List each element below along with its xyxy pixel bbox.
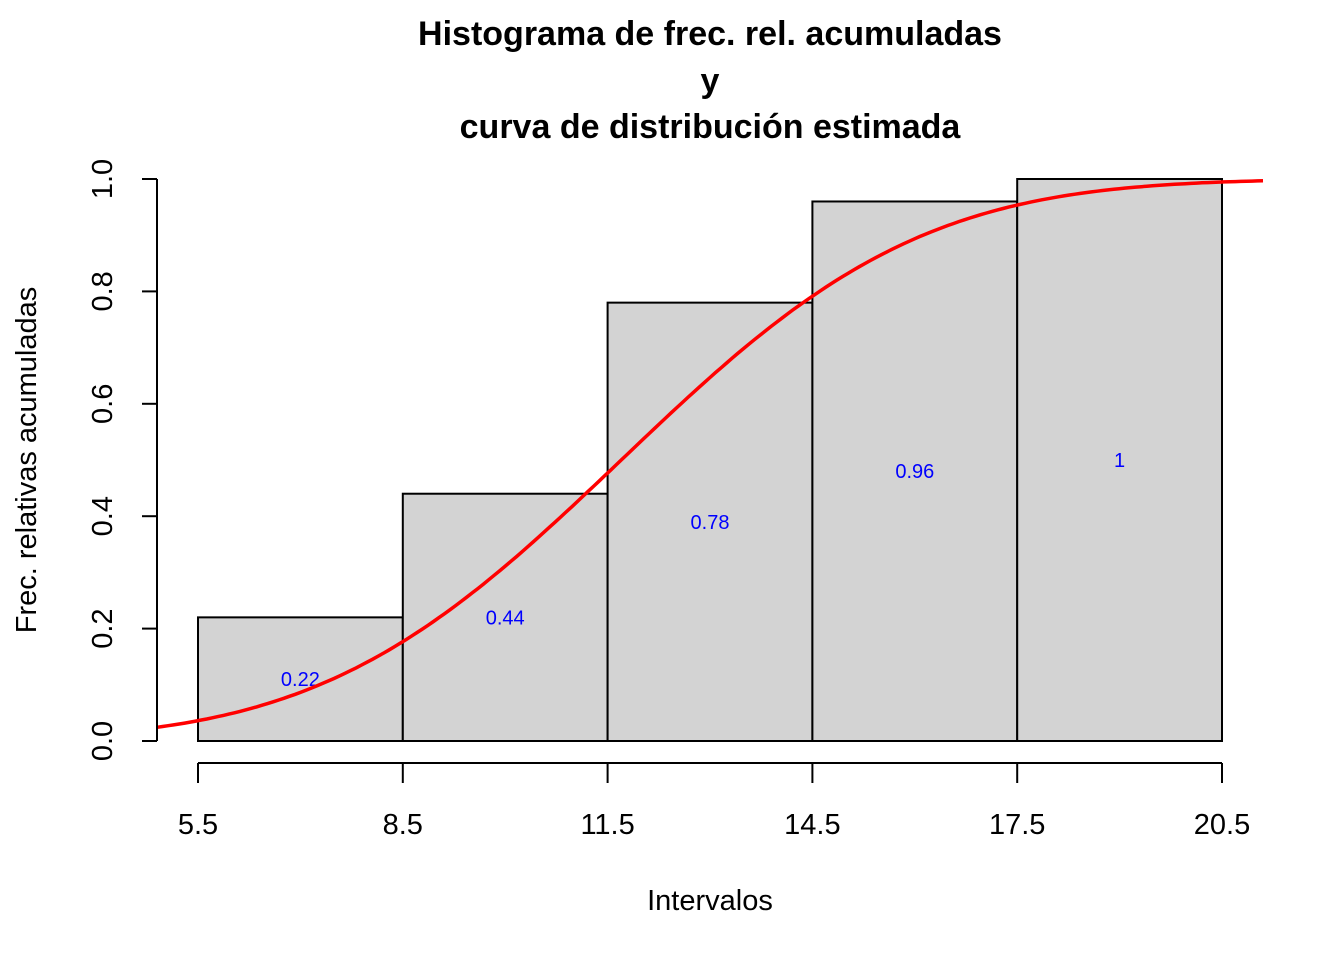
x-axis-label: Intervalos — [647, 885, 773, 917]
y-axis: 0.0 0.2 0.4 0.6 0.8 1.0 — [87, 159, 158, 761]
y-tick-label: 0.0 — [87, 721, 119, 761]
histogram-bar — [1016, 178, 1224, 742]
histogram-bars — [197, 178, 1224, 743]
x-tick-label: 17.5 — [989, 809, 1045, 841]
distribution-curve — [156, 179, 1264, 730]
chart-title-line-1: Histograma de frec. rel. acumuladas — [418, 15, 1002, 53]
y-tick-label: 0.2 — [87, 608, 119, 648]
bar-value-label: 0.78 — [691, 512, 730, 534]
x-tick-label: 20.5 — [1194, 809, 1250, 841]
chart-title-line-2: y — [700, 62, 720, 100]
bar-value-label: 0.22 — [281, 669, 320, 691]
y-tick-label: 0.4 — [87, 496, 119, 536]
bar-value-label: 0.96 — [895, 461, 934, 483]
y-tick-label: 0.6 — [87, 384, 119, 424]
x-tick-label: 8.5 — [383, 809, 423, 841]
x-tick-label: 14.5 — [784, 809, 840, 841]
bar-value-label: 1 — [1114, 450, 1125, 472]
y-tick-label: 1.0 — [87, 159, 119, 199]
y-tick-label: 0.8 — [87, 271, 119, 311]
bar-value-labels: 0.22 0.44 0.78 0.96 1 — [281, 450, 1125, 691]
y-axis-label: Frec. relativas acumuladas — [11, 287, 43, 634]
bar-value-label: 0.44 — [486, 607, 525, 629]
chart-title-line-3: curva de distribución estimada — [459, 108, 961, 146]
x-axis: 5.5 8.5 11.5 14.5 17.5 20.5 — [178, 762, 1250, 841]
x-tick-label: 11.5 — [580, 809, 634, 841]
x-tick-label: 5.5 — [178, 809, 218, 841]
histogram-bar — [811, 200, 1019, 743]
